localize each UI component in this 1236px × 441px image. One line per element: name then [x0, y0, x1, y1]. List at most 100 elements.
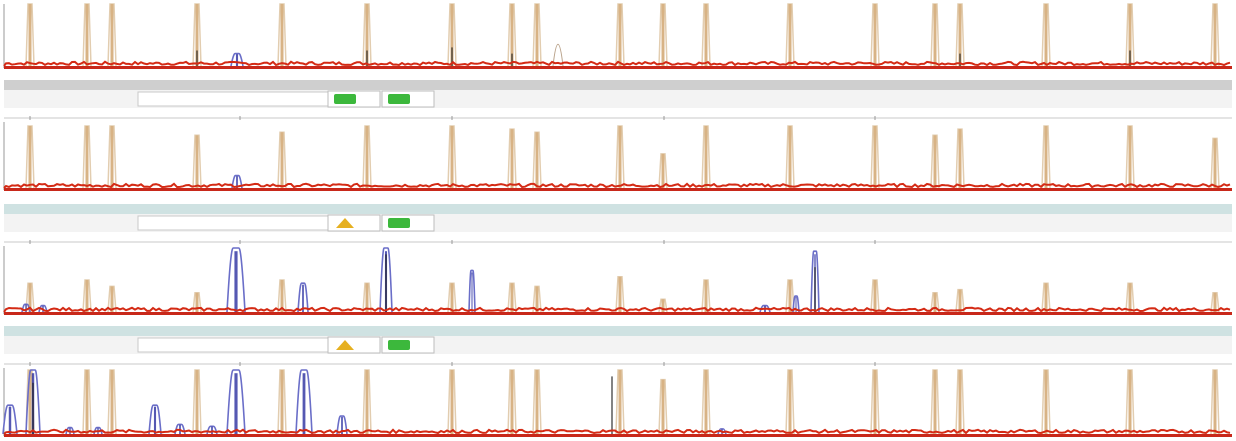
sample-peak[interactable] — [230, 52, 244, 67]
sample-peak[interactable] — [25, 369, 41, 435]
panel-3[interactable] — [3, 246, 1232, 316]
size-standard-peak — [510, 129, 514, 188]
size-standard-peak — [788, 370, 792, 434]
size-standard-peak — [28, 4, 32, 66]
size-standard-peak — [450, 283, 454, 312]
sample-peak[interactable] — [379, 247, 393, 313]
baseline-band — [4, 188, 1232, 191]
sample-peak[interactable] — [810, 250, 820, 313]
sample-peak[interactable] — [295, 369, 313, 435]
size-standard-peak — [704, 370, 708, 434]
sizing-status-button[interactable] — [327, 214, 381, 232]
sample-header-1 — [4, 80, 1232, 108]
sample-peak[interactable] — [2, 404, 18, 435]
ok-status-icon — [388, 94, 410, 104]
size-standard-peak — [365, 126, 369, 188]
sizing-status-button[interactable] — [327, 336, 381, 354]
header-band — [4, 326, 1232, 336]
size-standard-peak — [195, 4, 199, 66]
size-standard-peak — [661, 379, 665, 434]
size-standard-peak — [195, 370, 199, 434]
size-standard-peak — [1213, 370, 1217, 434]
size-standard-peak — [1044, 370, 1048, 434]
size-standard-peak — [958, 4, 962, 66]
sample-peak[interactable] — [148, 404, 162, 435]
size-standard-peak — [1213, 292, 1217, 312]
size-standard-peak — [535, 132, 539, 188]
panel-2[interactable] — [3, 122, 1232, 192]
size-standard-peak — [788, 280, 792, 312]
size-standard-peak — [933, 370, 937, 434]
size-standard-peak — [704, 126, 708, 188]
baseline-trace — [3, 428, 1231, 435]
size-standard-peak — [1213, 4, 1217, 66]
sample-peak[interactable] — [792, 295, 800, 313]
size-standard-peak — [535, 370, 539, 434]
size-standard-peak — [1128, 126, 1132, 188]
sample-peak[interactable] — [759, 304, 771, 313]
panel-4[interactable] — [2, 368, 1232, 438]
header-band — [4, 80, 1232, 90]
size-standard-peak — [280, 4, 284, 66]
size-standard-peak — [933, 4, 937, 66]
sample-name-field[interactable] — [137, 215, 329, 231]
baseline-band — [4, 66, 1232, 69]
size-standard-peak — [280, 280, 284, 312]
size-standard-peak — [618, 276, 622, 312]
peak-status-button[interactable] — [381, 214, 435, 232]
size-standard-peak — [788, 4, 792, 66]
size-standard-peak — [704, 4, 708, 66]
sample-peak[interactable] — [21, 303, 31, 313]
size-standard-peak — [28, 370, 32, 434]
sample-peak[interactable] — [226, 369, 246, 435]
sample-peak[interactable] — [297, 282, 309, 313]
size-standard-peak — [85, 370, 89, 434]
size-standard-peak — [110, 126, 114, 188]
baseline-band — [4, 434, 1232, 437]
size-standard-peak — [365, 370, 369, 434]
panel-1[interactable] — [3, 3, 1232, 70]
peak-status-button[interactable] — [381, 90, 435, 108]
sample-peak[interactable] — [206, 425, 218, 435]
size-standard-peak — [618, 126, 622, 188]
ok-status-icon — [334, 94, 356, 104]
sample-peak[interactable] — [468, 269, 476, 313]
size-standard-peak — [958, 370, 962, 434]
size-standard-peak — [1128, 283, 1132, 312]
header-band — [4, 204, 1232, 214]
size-standard-peak — [195, 135, 199, 188]
sample-peak[interactable] — [231, 174, 243, 189]
size-standard-peak — [618, 4, 622, 66]
size-standard-peak — [28, 126, 32, 188]
peak-status-button[interactable] — [381, 336, 435, 354]
size-standard-peak — [958, 129, 962, 188]
sample-peak[interactable] — [174, 423, 186, 435]
baseline-trace — [3, 182, 1231, 189]
ghost-peak — [552, 43, 564, 67]
sizing-status-button[interactable] — [327, 90, 381, 108]
size-standard-peak — [110, 286, 114, 312]
size-standard-peak — [873, 280, 877, 312]
size-standard-peak — [85, 280, 89, 312]
size-standard-peak — [280, 132, 284, 188]
sample-name-field[interactable] — [137, 91, 329, 107]
size-standard-peak — [958, 289, 962, 312]
size-standard-peak — [618, 370, 622, 434]
warning-status-icon — [336, 340, 354, 350]
size-standard-peak — [1128, 4, 1132, 66]
sample-name-field[interactable] — [137, 337, 329, 353]
baseline-trace — [3, 306, 1231, 313]
size-standard-peak — [661, 153, 665, 188]
size-standard-peak — [365, 283, 369, 312]
size-standard-peak — [110, 370, 114, 434]
size-standard-peak — [873, 126, 877, 188]
size-standard-peak — [933, 135, 937, 188]
size-standard-peak — [365, 4, 369, 66]
ok-status-icon — [388, 218, 410, 228]
sample-peak[interactable] — [226, 247, 246, 313]
sample-peak[interactable] — [336, 415, 348, 435]
size-standard-peak — [280, 370, 284, 434]
size-standard-peak — [510, 283, 514, 312]
sample-header-2 — [4, 204, 1232, 232]
size-standard-peak — [450, 126, 454, 188]
